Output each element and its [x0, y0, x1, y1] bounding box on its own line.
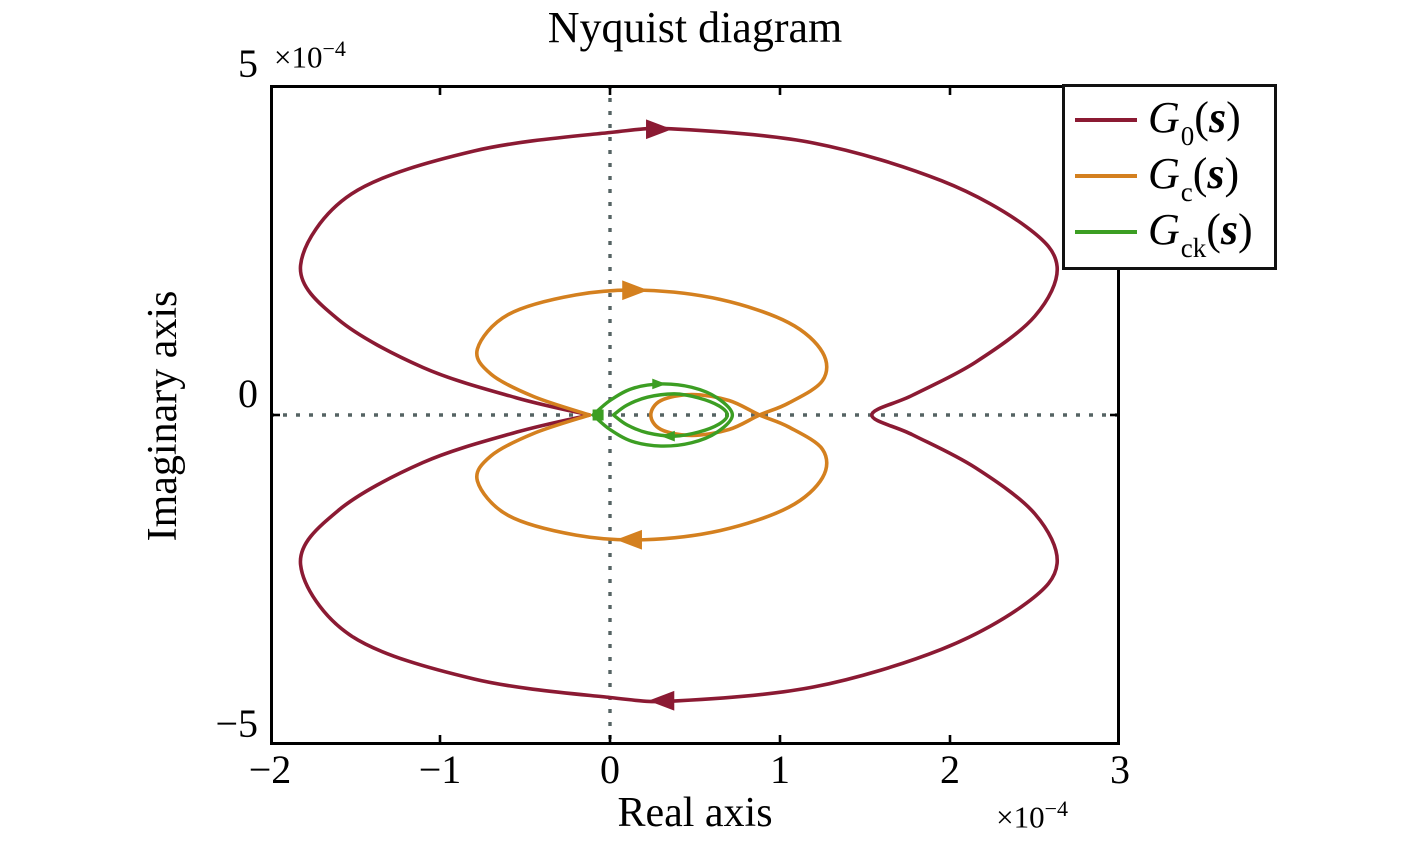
x-mult-exponent: −4: [1044, 796, 1068, 821]
x-tick-label: 1: [770, 747, 790, 792]
legend-gc-open-paren: (: [1192, 148, 1208, 198]
legend-swatch-gck: [1075, 230, 1137, 234]
legend-gc-close-paren: ): [1224, 148, 1240, 198]
legend-g0-close-paren: ): [1226, 92, 1241, 142]
legend-swatch-gc: [1075, 174, 1137, 178]
x-axis-multiplier: ×10−4: [938, 796, 1068, 835]
legend-g0-base: G: [1148, 92, 1180, 142]
legend-g0-var: s: [1208, 92, 1227, 142]
y-axis-multiplier: ×10−4: [274, 36, 346, 75]
legend: G0(s) Gc(s) Gck(s): [1062, 84, 1277, 270]
plot-frame: [270, 85, 1120, 745]
y-tick-label: −5: [215, 701, 258, 746]
chart-title: Nyquist diagram: [547, 3, 843, 52]
legend-gck-var: s: [1220, 204, 1239, 254]
legend-label-gck: Gck(s): [1148, 203, 1253, 263]
legend-gck-open-paren: (: [1206, 204, 1221, 254]
plot-area: [270, 85, 1120, 745]
x-tick-label: −1: [418, 747, 462, 792]
direction-arrow-g0-left: [648, 690, 675, 711]
start-marker-gck: [592, 409, 604, 421]
legend-label-g0: G0(s): [1148, 91, 1241, 151]
nyquist-curve-g0: [298, 126, 1059, 704]
x-tick-label: −2: [248, 747, 292, 792]
legend-gck-close-paren: ): [1238, 204, 1253, 254]
direction-arrow-gck-left: [660, 430, 675, 442]
x-tick-label: 0: [600, 747, 620, 792]
direction-arrow-gck-right: [652, 378, 667, 390]
y-mult-exponent: −4: [322, 36, 346, 61]
nyquist-curve-gck-1: [611, 392, 729, 438]
legend-entry-gc: Gc(s): [1065, 147, 1274, 207]
legend-g0-open-paren: (: [1194, 92, 1209, 142]
x-tick-label: 2: [940, 747, 960, 792]
legend-gc-base: G: [1148, 148, 1180, 198]
legend-gc-var: s: [1207, 148, 1225, 198]
legend-label-gc: Gc(s): [1148, 147, 1240, 207]
nyquist-curve-gck-0: [591, 382, 735, 448]
legend-entry-gck: Gck(s): [1065, 203, 1274, 263]
legend-gc-sub: c: [1180, 176, 1193, 207]
x-mult-base: ×10: [996, 799, 1045, 835]
y-axis-label: Imaginary axis: [140, 290, 186, 542]
y-mult-base: ×10: [274, 39, 323, 75]
x-axis-label: Real axis: [617, 790, 773, 836]
legend-g0-sub: 0: [1180, 120, 1195, 151]
legend-swatch-g0: [1075, 118, 1137, 122]
y-tick-label: 5: [238, 41, 258, 86]
y-tick-label: 0: [238, 371, 258, 416]
direction-arrow-gc-right: [622, 280, 649, 301]
legend-gck-base: G: [1148, 204, 1180, 254]
legend-entry-g0: G0(s): [1065, 91, 1274, 151]
nyquist-curve-gc: [474, 288, 829, 542]
direction-arrow-gc-left: [615, 529, 642, 550]
direction-arrow-g0-right: [646, 119, 673, 140]
legend-gck-sub: ck: [1180, 232, 1207, 263]
x-tick-label: 3: [1110, 747, 1130, 792]
